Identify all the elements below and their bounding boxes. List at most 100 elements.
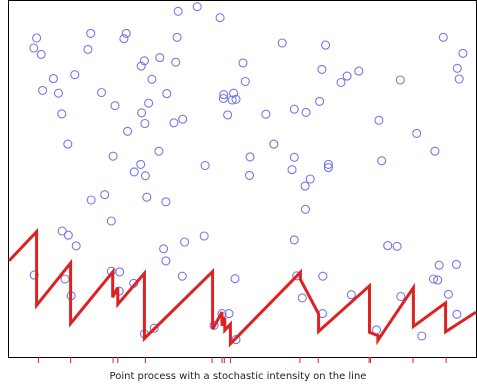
data-point bbox=[144, 98, 154, 108]
data-point bbox=[417, 331, 427, 341]
intensity-line bbox=[7, 227, 477, 348]
points-layer bbox=[29, 2, 468, 345]
data-point bbox=[315, 96, 325, 106]
data-point bbox=[321, 40, 331, 50]
data-point bbox=[63, 230, 73, 240]
data-point bbox=[71, 241, 81, 251]
data-point bbox=[438, 32, 448, 42]
event-ticks bbox=[37, 357, 447, 363]
data-point bbox=[137, 108, 147, 118]
data-point bbox=[86, 28, 96, 38]
data-point bbox=[269, 139, 279, 149]
data-point bbox=[300, 181, 310, 191]
data-point bbox=[383, 241, 393, 251]
data-point bbox=[96, 87, 107, 98]
plot-frame bbox=[8, 0, 477, 358]
data-point bbox=[219, 90, 229, 100]
data-point bbox=[452, 309, 462, 319]
data-point bbox=[173, 6, 183, 16]
data-point bbox=[346, 290, 356, 300]
data-point bbox=[139, 56, 149, 66]
data-point bbox=[377, 156, 387, 166]
data-point bbox=[297, 293, 307, 303]
data-point bbox=[342, 71, 352, 81]
data-point bbox=[29, 43, 39, 53]
data-point bbox=[38, 85, 48, 95]
data-point bbox=[106, 216, 116, 226]
data-point bbox=[231, 335, 241, 345]
data-point bbox=[63, 139, 73, 149]
data-point bbox=[230, 274, 240, 284]
data-point bbox=[458, 48, 468, 58]
data-point bbox=[32, 33, 42, 43]
data-point bbox=[223, 110, 233, 120]
data-point bbox=[161, 256, 171, 266]
chart-caption: Point process with a stochastic intensit… bbox=[110, 371, 367, 382]
data-point bbox=[289, 152, 299, 162]
data-point bbox=[60, 274, 70, 284]
data-point bbox=[192, 2, 202, 12]
data-point bbox=[100, 190, 110, 200]
data-point bbox=[224, 309, 234, 319]
data-point bbox=[244, 170, 255, 180]
data-point bbox=[86, 195, 96, 205]
data-point bbox=[136, 159, 146, 169]
data-point bbox=[323, 163, 333, 173]
data-point bbox=[172, 32, 182, 42]
data-point bbox=[443, 289, 453, 299]
data-point bbox=[318, 271, 328, 281]
data-point bbox=[36, 49, 46, 59]
data-point bbox=[140, 171, 150, 181]
data-point bbox=[396, 291, 406, 302]
data-point bbox=[300, 204, 311, 214]
data-point bbox=[123, 126, 133, 136]
data-point bbox=[454, 74, 464, 84]
data-point bbox=[229, 88, 239, 98]
data-point bbox=[83, 44, 93, 54]
data-point bbox=[215, 13, 225, 23]
data-point bbox=[336, 77, 346, 88]
data-point bbox=[277, 38, 287, 48]
data-point bbox=[154, 146, 164, 156]
data-point bbox=[159, 244, 169, 254]
data-point bbox=[433, 275, 443, 285]
data-point bbox=[199, 231, 209, 241]
data-point bbox=[392, 241, 402, 251]
data-point bbox=[140, 118, 150, 129]
data-point bbox=[149, 323, 159, 333]
data-point bbox=[227, 95, 237, 105]
data-point bbox=[108, 151, 118, 161]
data-point bbox=[430, 146, 440, 156]
data-point bbox=[374, 115, 384, 125]
data-point bbox=[162, 89, 172, 99]
data-point bbox=[57, 109, 67, 119]
data-point bbox=[129, 167, 139, 177]
data-point bbox=[395, 75, 405, 85]
data-point bbox=[171, 57, 181, 67]
data-point bbox=[305, 174, 315, 184]
data-point bbox=[136, 61, 146, 71]
data-point bbox=[323, 159, 333, 169]
data-point bbox=[110, 101, 120, 111]
data-point bbox=[354, 66, 364, 76]
data-point bbox=[155, 53, 165, 63]
data-point bbox=[142, 192, 152, 202]
data-point bbox=[147, 74, 157, 84]
data-point bbox=[287, 165, 297, 175]
data-point bbox=[169, 118, 179, 128]
data-point bbox=[119, 34, 129, 44]
data-point bbox=[289, 235, 299, 245]
data-point bbox=[53, 88, 64, 98]
data-point bbox=[452, 63, 462, 73]
data-point bbox=[434, 260, 444, 270]
data-point bbox=[48, 74, 58, 84]
data-point bbox=[231, 94, 241, 104]
data-point bbox=[238, 58, 248, 68]
data-point bbox=[301, 107, 311, 117]
data-point bbox=[70, 70, 80, 80]
data-point bbox=[178, 114, 188, 124]
data-point bbox=[412, 128, 422, 138]
data-point bbox=[428, 274, 439, 284]
data-point bbox=[289, 104, 299, 114]
